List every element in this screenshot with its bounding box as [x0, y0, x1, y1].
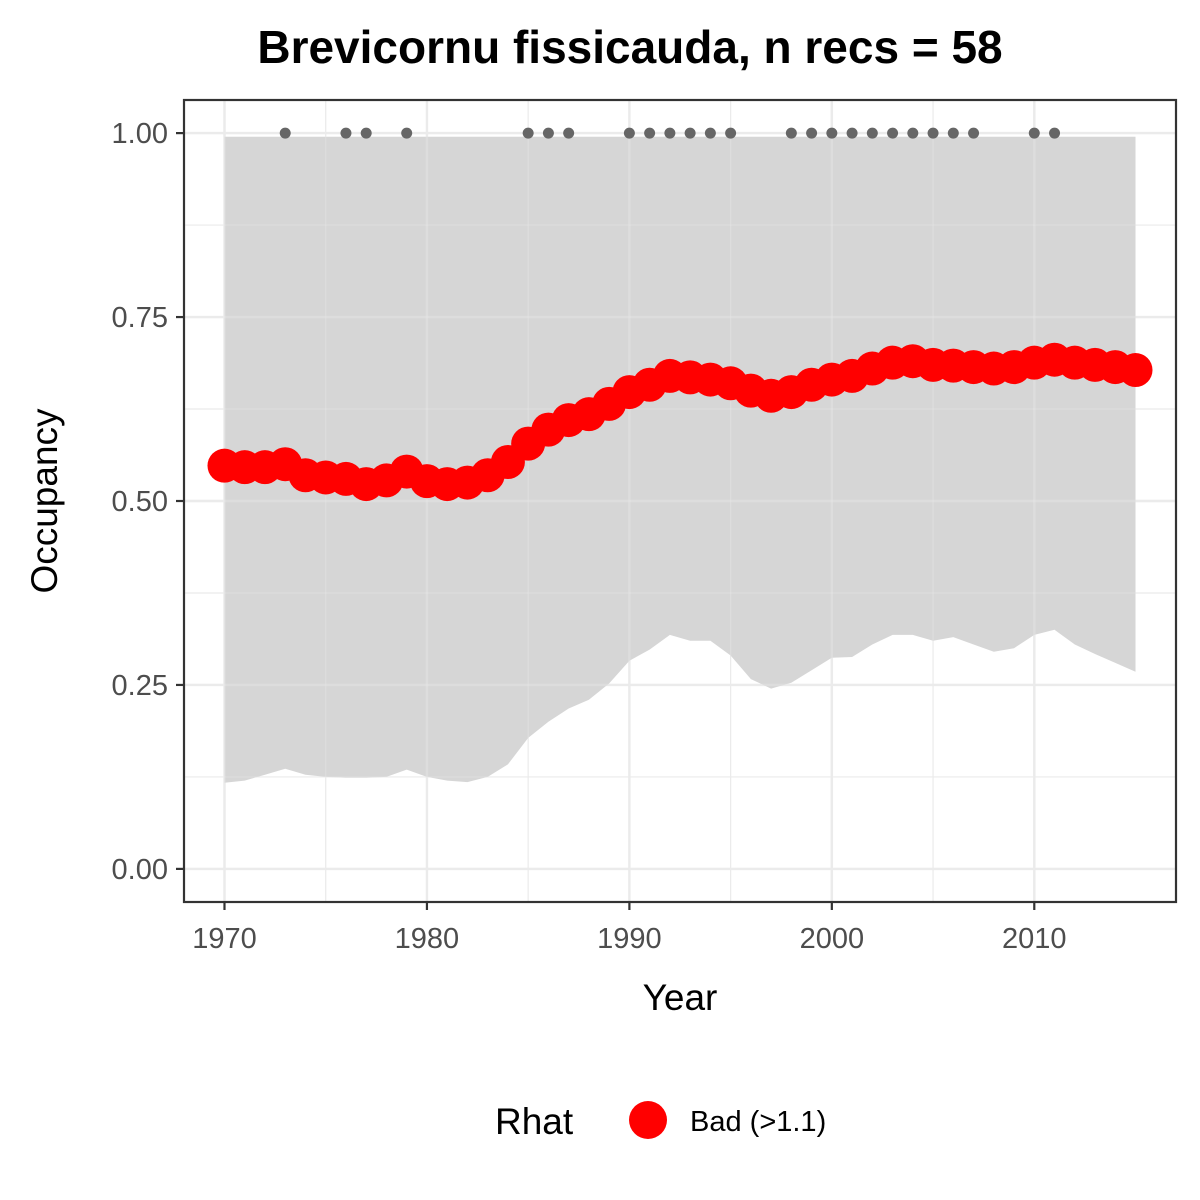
record-point — [846, 127, 858, 139]
record-point — [927, 127, 939, 139]
y-tick-label: 0.50 — [112, 486, 168, 518]
record-point — [684, 127, 696, 139]
y-axis: 0.00 0.25 0.50 0.75 1.00 — [112, 118, 184, 886]
record-point — [623, 127, 635, 139]
record-point — [826, 127, 838, 139]
x-tick-label: 1980 — [395, 923, 460, 955]
y-tick-label: 0.00 — [112, 854, 168, 886]
record-point — [968, 127, 980, 139]
record-point — [542, 127, 554, 139]
record-point — [563, 127, 575, 139]
record-point — [785, 127, 797, 139]
record-point — [522, 127, 534, 139]
legend-title: Rhat — [495, 1101, 574, 1142]
record-point — [279, 127, 291, 139]
record-point — [704, 127, 716, 139]
record-point — [340, 127, 352, 139]
x-tick-label: 1970 — [192, 923, 257, 955]
y-axis-title: Occupancy — [24, 408, 65, 594]
record-point — [725, 127, 737, 139]
x-tick-label: 1990 — [597, 923, 662, 955]
y-tick-label: 0.25 — [112, 670, 168, 702]
record-point — [644, 127, 656, 139]
record-point — [664, 127, 676, 139]
record-points — [279, 127, 1061, 139]
record-point — [907, 127, 919, 139]
record-point — [887, 127, 899, 139]
record-point — [1028, 127, 1040, 139]
chart-title: Brevicornu fissicauda, n recs = 58 — [257, 21, 1002, 73]
plot-area — [182, 98, 1178, 904]
x-axis: 1970 1980 1990 2000 2010 — [192, 902, 1067, 955]
confidence-ribbon — [224, 136, 1136, 783]
legend-label-bad: Bad (>1.1) — [690, 1106, 826, 1138]
record-point — [806, 127, 818, 139]
record-point — [401, 127, 413, 139]
legend-key-bad — [629, 1101, 667, 1139]
y-tick-label: 0.75 — [112, 302, 168, 334]
occupancy-point — [1118, 353, 1153, 388]
x-tick-label: 2010 — [1002, 923, 1067, 955]
record-point — [1049, 127, 1061, 139]
record-point — [866, 127, 878, 139]
record-point — [360, 127, 372, 139]
record-point — [947, 127, 959, 139]
occupancy-series — [207, 342, 1153, 502]
legend: Rhat Bad (>1.1) — [495, 1101, 826, 1142]
grid-lines-overlay — [184, 100, 1176, 902]
x-tick-label: 2000 — [800, 923, 865, 955]
x-axis-title: Year — [643, 977, 718, 1018]
y-tick-label: 1.00 — [112, 118, 168, 150]
